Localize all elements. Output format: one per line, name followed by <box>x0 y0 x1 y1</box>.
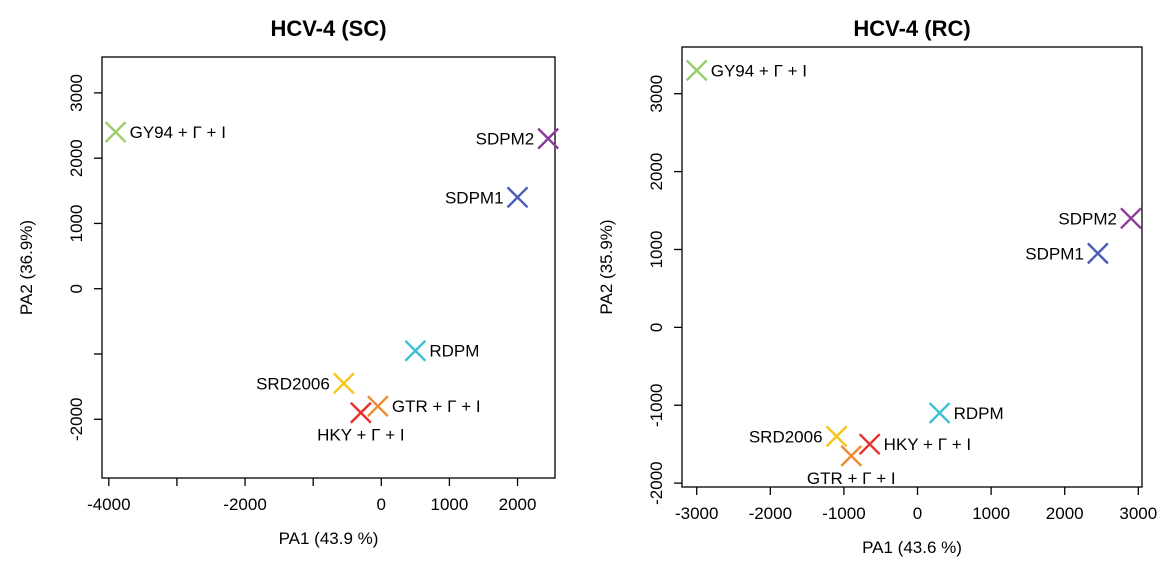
point-marker-stroke <box>1086 242 1109 265</box>
point-gtr-i: GTR + Γ + I <box>807 445 896 488</box>
point-gy94-i: GY94 + Γ + I <box>685 59 807 82</box>
point-label: GY94 + Γ + I <box>711 61 807 80</box>
point-label: HKY + Γ + I <box>884 435 971 454</box>
point-marker-stroke <box>685 59 708 82</box>
point-label: SDPM1 <box>1025 244 1084 263</box>
chart-title: HCV-4 (RC) <box>853 16 970 41</box>
y-tick-label: 3000 <box>67 74 86 112</box>
point-marker-stroke <box>367 395 389 418</box>
y-tick-label: 1000 <box>647 231 666 269</box>
y-tick-label: -2000 <box>67 398 86 441</box>
y-axis-label: PA2 (35.9%) <box>597 219 616 314</box>
point-label: SRD2006 <box>256 374 330 393</box>
point-label: SDPM1 <box>445 188 504 207</box>
point-label: SDPM2 <box>476 130 535 149</box>
point-hky-i: HKY + Γ + I <box>317 401 405 445</box>
point-marker-stroke <box>840 445 863 467</box>
x-tick-label: -1000 <box>822 504 865 523</box>
point-srd2006: SRD2006 <box>749 425 848 448</box>
point-rdpm: RDPM <box>404 339 479 362</box>
x-tick-label: 1000 <box>972 504 1010 523</box>
point-marker-stroke <box>537 127 560 150</box>
point-sdpm2: SDPM2 <box>476 127 560 150</box>
point-label: GY94 + Γ + I <box>130 123 226 142</box>
x-tick-label: 3000 <box>1119 504 1157 523</box>
point-rdpm: RDPM <box>928 402 1004 424</box>
chart-title: HCV-4 (SC) <box>270 16 386 41</box>
point-label: SRD2006 <box>749 427 823 446</box>
point-label: GTR + Γ + I <box>807 469 896 488</box>
plot-frame <box>101 56 556 479</box>
point-marker-stroke <box>104 121 127 143</box>
point-marker-stroke <box>858 433 881 456</box>
x-tick-label: -2000 <box>223 495 266 514</box>
point-sdpm1: SDPM1 <box>445 186 529 209</box>
point-marker-stroke <box>928 402 951 424</box>
point-marker-stroke <box>350 401 372 424</box>
y-tick-label: 3000 <box>647 75 666 113</box>
point-label: SDPM2 <box>1058 209 1117 228</box>
point-label: RDPM <box>429 342 479 361</box>
point-marker-stroke <box>332 372 355 395</box>
point-label: GTR + Γ + I <box>392 397 481 416</box>
plot-frame <box>681 46 1143 488</box>
point-marker-stroke <box>1120 207 1142 230</box>
x-tick-label: 1000 <box>430 495 468 514</box>
point-hky-i: HKY + Γ + I <box>858 433 971 456</box>
x-tick-label: 0 <box>377 495 386 514</box>
point-sdpm1: SDPM1 <box>1025 242 1109 265</box>
scatter-chart-rc: HCV-4 (RC) -3000 -2000 -1000 0 1000 2000 3000 -2… <box>597 16 1157 557</box>
point-marker-stroke <box>825 425 848 448</box>
x-tick-label: -4000 <box>87 495 130 514</box>
point-sdpm2: SDPM2 <box>1058 207 1142 230</box>
y-tick-label: 0 <box>647 323 666 332</box>
y-tick-label: 0 <box>67 284 86 293</box>
y-tick-label: -2000 <box>647 461 666 504</box>
x-tick-label: 0 <box>913 504 922 523</box>
x-tick-label: -3000 <box>675 504 718 523</box>
y-tick-label: 2000 <box>647 153 666 191</box>
chart-panel-rc: HCV-4 (RC) -3000 -2000 -1000 0 1000 2000 3000 -2… <box>584 0 1167 562</box>
chart-panel-sc: HCV-4 (SC) -4000 -2000 0 1000 2000 -2000 0 1000 2… <box>0 0 583 562</box>
y-tick-label: 2000 <box>67 139 86 177</box>
scatter-chart-sc: HCV-4 (SC) -4000 -2000 0 1000 2000 -2000 0 1000 2… <box>17 16 560 548</box>
point-label: HKY + Γ + I <box>317 426 404 445</box>
x-tick-label: -2000 <box>749 504 792 523</box>
point-label: RDPM <box>954 404 1004 423</box>
point-srd2006: SRD2006 <box>256 372 355 395</box>
y-tick-label: 1000 <box>67 205 86 243</box>
x-tick-label: 2000 <box>1046 504 1084 523</box>
point-marker-stroke <box>506 186 529 209</box>
y-tick-label: -1000 <box>647 383 666 426</box>
y-axis-label: PA2 (36.9%) <box>17 220 36 315</box>
x-tick-label: 2000 <box>499 495 537 514</box>
point-marker-stroke <box>404 339 427 362</box>
x-axis-label: PA1 (43.6 %) <box>862 538 962 557</box>
point-gy94-i: GY94 + Γ + I <box>104 121 226 143</box>
point-gtr-i: GTR + Γ + I <box>367 395 481 418</box>
x-axis-label: PA1 (43.9 %) <box>279 529 379 548</box>
